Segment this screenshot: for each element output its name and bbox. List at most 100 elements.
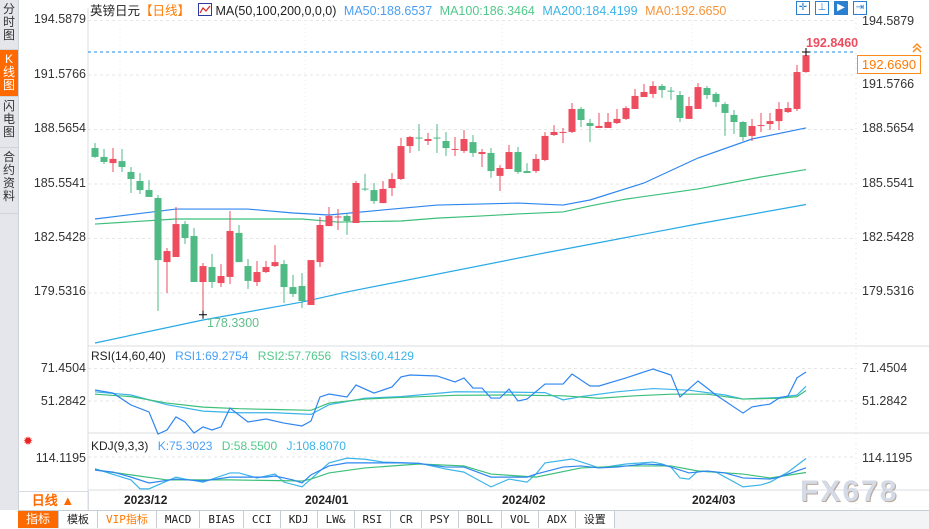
candle [640, 83, 648, 98]
kdj-lines [94, 457, 807, 490]
candle-body [667, 90, 675, 92]
chart-type-sidebar: 分时图 K线图 闪电图 合约资料 [0, 0, 19, 510]
tab-flash-chart[interactable]: 闪电图 [0, 97, 18, 148]
candle-body [154, 198, 162, 261]
tab-time-sharing[interactable]: 分时图 [0, 0, 18, 50]
zoom-range-icon[interactable]: ⊥ [815, 1, 829, 15]
tab-psy[interactable]: PSY [421, 511, 459, 528]
candle-body [379, 188, 387, 204]
price-tick-right: 179.5316 [862, 284, 915, 298]
tab-settings[interactable]: 设置 [575, 511, 615, 528]
play-chart-icon[interactable]: ▶ [834, 1, 848, 15]
candle-body [775, 108, 783, 122]
j-line [94, 457, 807, 490]
candle-body [235, 232, 243, 263]
crosshair-icon[interactable]: ✛ [796, 1, 810, 15]
rsi3-value: RSI3:60.4129 [340, 349, 414, 363]
d-value: D:58.5500 [221, 439, 278, 453]
candle [442, 131, 450, 157]
candle-body [442, 140, 450, 149]
symbol-name: 英镑日元 [90, 4, 141, 18]
tab-vol[interactable]: VOL [502, 511, 539, 528]
candle-body [631, 95, 639, 109]
date-tick: 2024/01 [305, 493, 349, 507]
candle-body [586, 123, 594, 126]
candle [667, 87, 675, 100]
tab-contract-info[interactable]: 合约资料 [0, 148, 18, 214]
candle [217, 264, 225, 288]
candle [397, 137, 405, 181]
tab-kdj[interactable]: KDJ [280, 511, 318, 528]
tab-adx[interactable]: ADX [538, 511, 576, 528]
candle-body [622, 108, 630, 119]
ma200-line [94, 203, 807, 344]
candle-body [730, 114, 738, 122]
candle [703, 85, 711, 100]
price-tick-left: 188.5654 [33, 121, 86, 135]
rsi-title[interactable]: RSI(14,60,40) [91, 349, 166, 363]
candle [694, 83, 702, 109]
candle-body [316, 224, 324, 263]
tab-bias[interactable]: BIAS [200, 511, 244, 528]
period-selector[interactable]: 日线 ▲ [18, 491, 89, 510]
candle [721, 102, 729, 136]
candle [415, 123, 423, 151]
tab-kline[interactable]: K线图 [0, 50, 18, 97]
candle [370, 182, 378, 204]
candle [424, 133, 432, 145]
tab-boll[interactable]: BOLL [458, 511, 503, 528]
candle-body [172, 224, 180, 258]
candle-body [397, 146, 405, 180]
candle [226, 211, 234, 284]
tab-lw[interactable]: LW& [317, 511, 355, 528]
tab-vip-indicators[interactable]: VIP指标 [98, 511, 157, 528]
exit-right-icon[interactable]: ⇥ [853, 1, 867, 15]
candle-body [703, 87, 711, 96]
indicator-chart-icon[interactable] [197, 3, 212, 16]
candle-body [361, 188, 369, 190]
kdj-legend: KDJ(9,3,3) K:75.3023 D:58.5500 J:108.807… [91, 439, 352, 453]
candle-body [253, 272, 261, 282]
settings-sun-icon[interactable]: ✹ [23, 434, 34, 448]
price-tick-left: 185.5541 [33, 176, 86, 190]
candle [505, 144, 513, 170]
candle-body [523, 171, 531, 174]
candle [649, 81, 657, 98]
d-line [94, 463, 807, 482]
kdj-tick-right: 114.1195 [862, 451, 913, 465]
watermark-logo: FX678 [800, 475, 899, 508]
tab-rsi[interactable]: RSI [354, 511, 392, 528]
j-value: J:108.8070 [286, 439, 346, 453]
candle [136, 173, 144, 195]
rsi-tick-right: 51.2842 [862, 394, 908, 408]
price-tick-left: 179.5316 [33, 284, 86, 298]
candle-body [298, 285, 306, 301]
candle-body [577, 108, 585, 120]
candle [631, 89, 639, 109]
chevron-up-icon [912, 42, 922, 53]
candle [271, 245, 279, 267]
price-tick-right: 188.5654 [862, 121, 915, 135]
candle [91, 142, 99, 158]
tab-templates[interactable]: 模板 [59, 511, 99, 528]
candle [550, 125, 558, 136]
candle-body [676, 95, 684, 119]
tab-cci[interactable]: CCI [243, 511, 281, 528]
tab-cr[interactable]: CR [391, 511, 422, 528]
candle-body [343, 215, 351, 221]
candle [208, 253, 216, 288]
low-marker-cross [199, 310, 207, 319]
candle [406, 135, 414, 153]
candle-body [658, 85, 666, 90]
chart-header: 英镑日元【日线】 MA(50,100,200,0,0,0) MA50:188.6… [90, 3, 730, 18]
candle [514, 146, 522, 174]
candle-body [199, 266, 207, 282]
ma-params[interactable]: MA(50,100,200,0,0,0) [215, 4, 337, 18]
kdj-title[interactable]: KDJ(9,3,3) [91, 439, 149, 453]
candle [730, 110, 738, 134]
candle [262, 260, 270, 273]
rsi1-line [94, 368, 807, 435]
tab-indicators[interactable]: 指标 [18, 511, 60, 528]
tab-macd[interactable]: MACD [156, 511, 201, 528]
